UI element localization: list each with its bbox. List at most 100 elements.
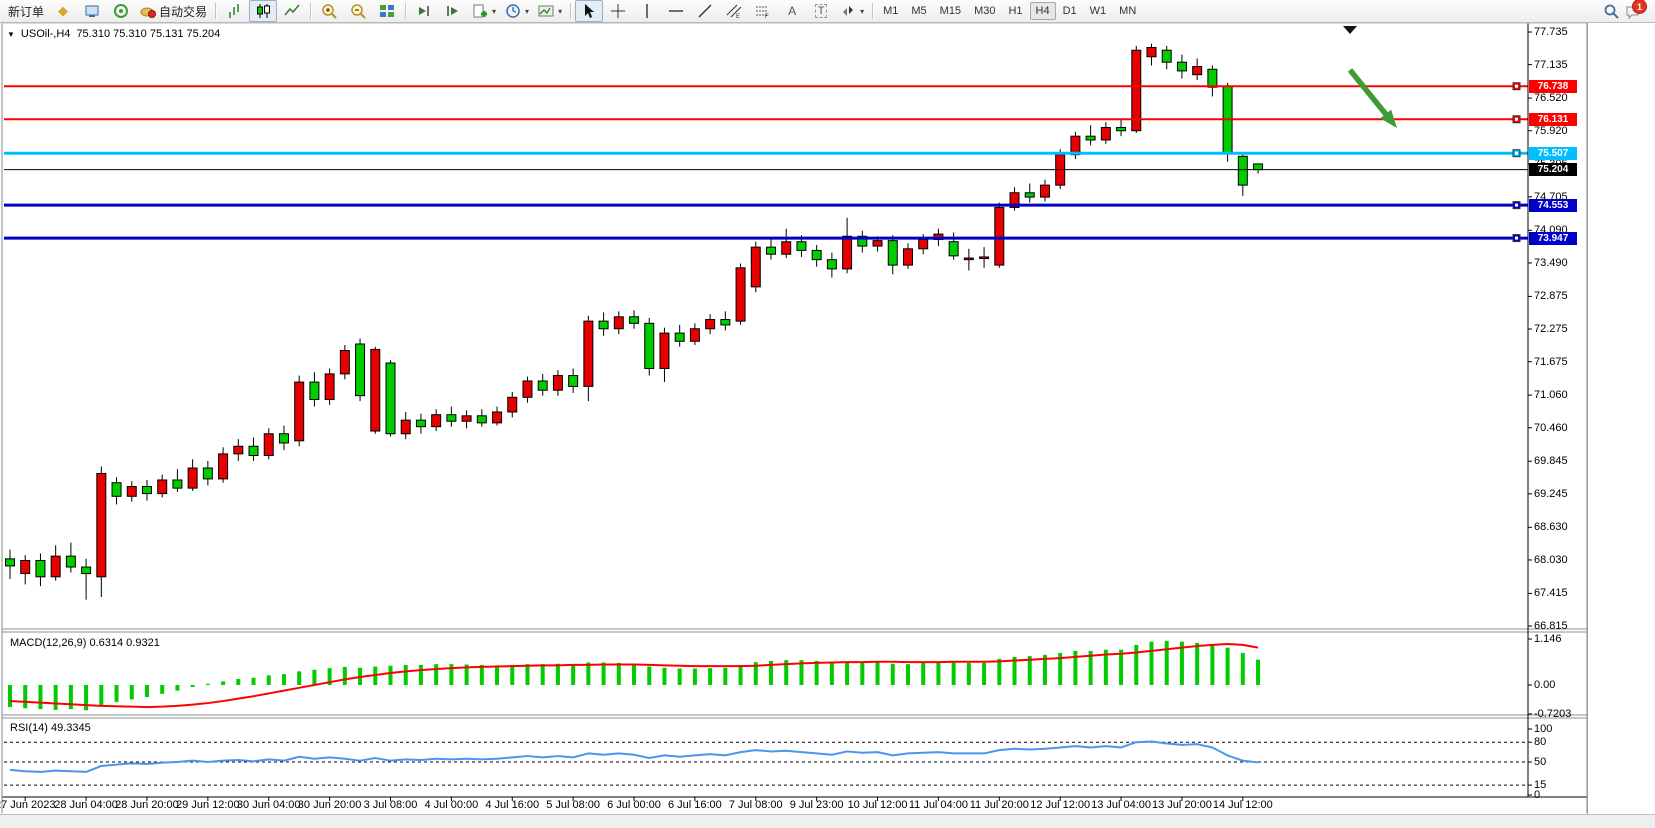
autotrading-button[interactable]: 自动交易	[136, 0, 211, 22]
candle	[263, 433, 274, 457]
candle	[689, 328, 700, 342]
candle	[842, 235, 853, 270]
macd-bar	[327, 668, 332, 685]
tab-timeframe-m30[interactable]: M30	[974, 5, 996, 17]
new-chart-button[interactable]: ▾	[468, 0, 500, 22]
macd-bar	[1027, 656, 1032, 685]
tab-timeframe-mn[interactable]: MN	[1119, 5, 1137, 17]
new-order-button[interactable]: 新订单	[4, 0, 48, 22]
auto-scroll-button[interactable]	[410, 0, 438, 22]
crosshair-icon	[610, 3, 626, 19]
zoom-in-button[interactable]	[315, 0, 343, 22]
tab-timeframe-d1[interactable]: D1	[1062, 5, 1077, 17]
template-icon	[538, 3, 554, 19]
right-blank-panel	[1587, 23, 1655, 814]
label-tool-button[interactable]: T	[807, 0, 835, 22]
candle	[1131, 49, 1142, 132]
tab-timeframe-m1[interactable]: M1	[883, 5, 899, 17]
shapes-tool-button[interactable]: ▾	[836, 0, 868, 22]
tab-timeframe-m5[interactable]: M5	[911, 5, 927, 17]
profile-button[interactable]: ◆	[49, 0, 77, 22]
candle	[674, 332, 685, 342]
candle	[157, 479, 168, 495]
macd-bar	[814, 660, 819, 685]
chart-shift-button[interactable]	[439, 0, 467, 22]
hline-handle-center	[1515, 84, 1518, 88]
tab-timeframe-m15[interactable]: M15	[939, 5, 962, 17]
tab-timeframe-h4[interactable]: H4	[1029, 2, 1056, 20]
dropdown-caret: ▾	[525, 6, 530, 16]
zoom-out-button[interactable]	[344, 0, 372, 22]
macd-bar	[723, 667, 728, 685]
market-watch-button[interactable]	[78, 0, 106, 22]
candle	[613, 316, 624, 330]
macd-bar	[951, 661, 956, 685]
zoom-in-icon	[321, 3, 337, 19]
candle-chart-button[interactable]	[249, 0, 278, 22]
line-chart-button[interactable]	[278, 0, 306, 22]
macd-bar	[982, 662, 987, 685]
period-button[interactable]: ▾	[501, 0, 533, 22]
macd-bar	[464, 664, 469, 685]
macd-bar	[449, 664, 454, 685]
chart-shift-marker-icon[interactable]	[1343, 26, 1357, 34]
candle	[583, 320, 594, 387]
candle	[705, 319, 716, 330]
candle	[50, 555, 61, 578]
candle	[126, 486, 137, 497]
profile-icon: ◆	[58, 3, 69, 18]
macd-label: MACD(12,26,9) 0.6314 0.9321	[10, 637, 160, 649]
cursor-tool-button[interactable]	[575, 0, 604, 22]
navigator-button[interactable]	[107, 0, 135, 22]
candle	[5, 558, 15, 567]
notifications-button[interactable]: 1	[1625, 0, 1647, 20]
crosshair-tool-button[interactable]	[604, 0, 632, 22]
search-icon[interactable]	[1603, 3, 1619, 19]
hline-tool-button[interactable]	[662, 0, 690, 22]
macd-bar	[205, 683, 210, 685]
autoscroll-icon	[416, 3, 432, 19]
macd-bar	[175, 685, 180, 691]
macd-bar	[1256, 659, 1261, 685]
chevron-down-icon: ▼	[7, 29, 15, 39]
macd-bar	[190, 685, 195, 688]
candle	[20, 559, 31, 575]
candle	[720, 319, 731, 326]
dropdown-caret: ▾	[558, 6, 563, 16]
vline-tool-button[interactable]	[633, 0, 661, 22]
text-tool-button[interactable]: A	[778, 0, 806, 22]
macd-bar	[662, 667, 667, 685]
macd-signal-line	[9, 643, 1259, 709]
template-button[interactable]: ▾	[534, 0, 566, 22]
symbol-period-label: USOil-,H4	[20, 28, 71, 40]
macd-bar	[266, 675, 271, 685]
candle	[994, 206, 1005, 266]
macd-bar	[1225, 647, 1230, 685]
candle	[963, 257, 974, 261]
macd-bar	[342, 666, 347, 685]
macd-bar	[281, 674, 286, 685]
candle	[324, 373, 335, 400]
candle	[522, 380, 533, 398]
tab-timeframe-h1[interactable]: H1	[1008, 5, 1023, 17]
bar-chart-button[interactable]	[220, 0, 248, 22]
trend-arrow-head[interactable]	[1380, 109, 1397, 128]
trend-arrow-annotation[interactable]	[1347, 68, 1391, 119]
candle	[1009, 192, 1020, 208]
candle	[1161, 49, 1172, 63]
candle	[796, 241, 807, 251]
candle	[1176, 61, 1187, 72]
fibonacci-tool-button[interactable]: F	[749, 0, 777, 22]
trendline-tool-button[interactable]	[691, 0, 719, 22]
tab-timeframe-w1[interactable]: W1	[1089, 5, 1107, 17]
channel-tool-button[interactable]: E	[720, 0, 748, 22]
candle	[781, 241, 792, 255]
candle	[81, 566, 92, 575]
macd-bar	[53, 685, 58, 710]
macd-bar	[1195, 642, 1200, 685]
candle	[461, 415, 472, 422]
label-icon: T	[814, 4, 828, 18]
tile-windows-button[interactable]	[373, 0, 401, 22]
new-chart-icon	[472, 3, 488, 19]
